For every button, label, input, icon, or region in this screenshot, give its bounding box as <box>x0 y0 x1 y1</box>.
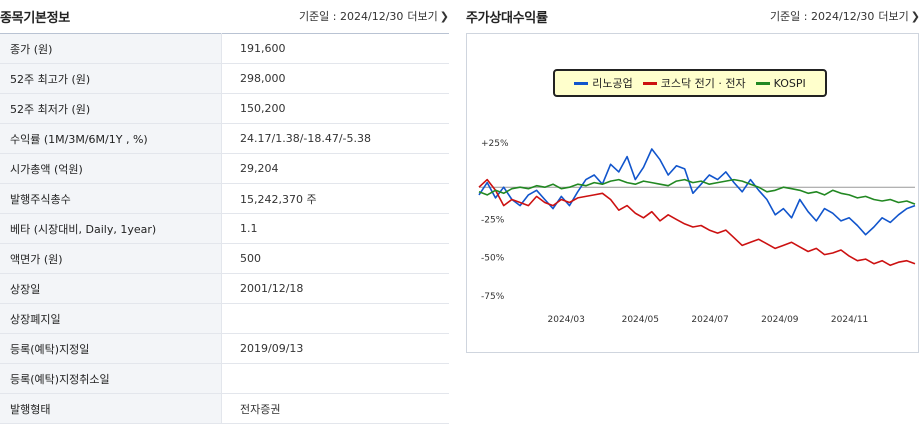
info-row: 발행형태 전자증권 <box>0 393 449 424</box>
info-label: 상장폐지일 <box>0 303 222 334</box>
basic-info-table: 종가 (원) 191,600 52주 최고가 (원) 298,000 52주 최저가 (… <box>0 33 449 424</box>
info-value: 1.1 <box>221 213 449 244</box>
info-value <box>221 303 449 334</box>
info-row: 종가 (원) 191,600 <box>0 33 449 64</box>
info-row: 시가총액 (억원) 29,204 <box>0 153 449 184</box>
y-tick-label: -75% <box>481 292 505 302</box>
y-tick-label: -25% <box>481 215 505 225</box>
info-value: 24.17/1.38/-18.47/-5.38 <box>221 123 449 154</box>
info-value: 298,000 <box>221 63 449 94</box>
x-tick-label: 2024/11 <box>831 315 868 325</box>
basic-info-header: 종목기본정보 기준일 : 2024/12/30 더보기 ❯ <box>0 0 449 32</box>
y-tick-label: -50% <box>481 254 505 264</box>
info-label: 등록(예탁)지정취소일 <box>0 363 222 394</box>
x-tick-label: 2024/09 <box>761 315 799 325</box>
legend-swatch-2 <box>755 81 770 85</box>
x-tick-label: 2024/07 <box>691 315 728 325</box>
chevron-right-icon: ❯ <box>439 10 449 23</box>
legend-label-1: 코스닥 전기 · 전자 <box>660 77 746 90</box>
info-value: 전자증권 <box>221 393 449 424</box>
info-value: 500 <box>221 243 449 274</box>
info-row: 52주 최고가 (원) 298,000 <box>0 63 449 94</box>
x-tick-label: 2024/03 <box>548 315 585 325</box>
info-label: 시가총액 (억원) <box>0 153 222 184</box>
info-row: 수익률 (1M/3M/6M/1Y , %) 24.17/1.38/-18.47/-… <box>0 123 449 154</box>
info-row: 액면가 (원) 500 <box>0 243 449 274</box>
info-row: 상장일 2001/12/18 <box>0 273 449 304</box>
basic-info-more-link[interactable]: 더보기 ❯ <box>407 8 449 24</box>
info-row: 상장폐지일 <box>0 303 449 334</box>
chart-legend: 리노공업 코스닥 전기 · 전자 KOSPI <box>553 69 827 97</box>
info-value: 150,200 <box>221 93 449 124</box>
series-line-2 <box>478 178 916 205</box>
legend-label-2: KOSPI <box>773 76 806 90</box>
info-row: 등록(예탁)지정취소일 <box>0 363 449 394</box>
legend-item-2[interactable]: KOSPI <box>755 76 806 90</box>
info-label: 수익률 (1M/3M/6M/1Y , %) <box>0 123 222 154</box>
basic-info-meta: 기준일 : 2024/12/30 더보기 ❯ <box>299 8 449 24</box>
y-tick-label: +25% <box>481 139 509 149</box>
info-row: 베타 (시장대비, Daily, 1year) 1.1 <box>0 213 449 244</box>
info-label: 종가 (원) <box>0 33 222 64</box>
chevron-right-icon: ❯ <box>910 10 920 23</box>
info-row: 52주 최저가 (원) 150,200 <box>0 93 449 124</box>
info-value <box>221 363 449 394</box>
info-label: 액면가 (원) <box>0 243 222 274</box>
relative-return-meta: 기준일 : 2024/12/30 더보기 ❯ <box>770 8 920 24</box>
basic-info-more-label: 더보기 <box>407 10 438 23</box>
info-label: 등록(예탁)지정일 <box>0 333 222 364</box>
info-value: 2019/09/13 <box>221 333 449 364</box>
x-tick-label: 2024/05 <box>622 315 659 325</box>
info-value: 29,204 <box>221 153 449 184</box>
relative-return-more-link[interactable]: 더보기 ❯ <box>878 8 920 24</box>
relative-return-chart: +25% -25% -50% -75% 2024/03 2024/05 2024/07 202… <box>466 33 919 353</box>
info-value: 15,242,370 주 <box>221 183 449 214</box>
series-line-1 <box>478 178 916 267</box>
legend-swatch-0 <box>574 81 589 85</box>
info-label: 52주 최저가 (원) <box>0 93 222 124</box>
relative-return-header: 주가상대수익률 기준일 : 2024/12/30 더보기 ❯ <box>466 0 920 32</box>
relative-return-date: 기준일 : 2024/12/30 <box>769 10 875 23</box>
info-label: 발행형태 <box>0 393 222 424</box>
basic-info-date: 기준일 : 2024/12/30 <box>298 10 404 23</box>
relative-return-title: 주가상대수익률 <box>466 10 548 26</box>
relative-return-more-label: 더보기 <box>878 10 909 23</box>
info-label: 베타 (시장대비, Daily, 1year) <box>0 213 222 244</box>
legend-item-0[interactable]: 리노공업 <box>574 75 633 91</box>
basic-info-title: 종목기본정보 <box>0 10 70 26</box>
info-label: 발행주식총수 <box>0 183 222 214</box>
info-row: 등록(예탁)지정일 2019/09/13 <box>0 333 449 364</box>
chart-canvas: +25% -25% -50% -75% 2024/03 2024/05 2024/07 202… <box>478 139 916 325</box>
info-label: 상장일 <box>0 273 222 304</box>
info-label: 52주 최고가 (원) <box>0 63 222 94</box>
series-line-0 <box>478 148 916 236</box>
info-value: 191,600 <box>221 33 449 64</box>
info-value: 2001/12/18 <box>221 273 449 304</box>
legend-item-1[interactable]: 코스닥 전기 · 전자 <box>642 75 746 91</box>
legend-swatch-1 <box>642 81 657 85</box>
info-row: 발행주식총수 15,242,370 주 <box>0 183 449 214</box>
legend-label-0: 리노공업 <box>592 77 633 90</box>
